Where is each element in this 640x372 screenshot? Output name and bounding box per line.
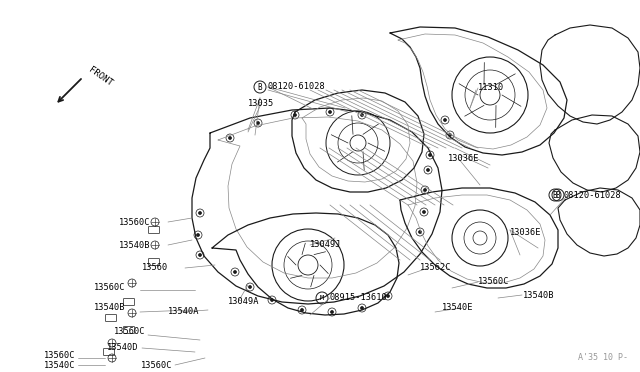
Text: 13560C: 13560C (113, 327, 145, 337)
Text: B: B (258, 83, 262, 92)
Text: 13560C: 13560C (44, 350, 75, 359)
Circle shape (196, 234, 200, 237)
Text: 13560C: 13560C (118, 218, 150, 227)
Text: 13036E: 13036E (510, 228, 541, 237)
Circle shape (271, 298, 273, 301)
Circle shape (330, 311, 333, 314)
Circle shape (444, 119, 447, 122)
Text: 08915-13610: 08915-13610 (330, 294, 388, 302)
Circle shape (426, 169, 429, 171)
Circle shape (424, 189, 426, 192)
Text: 13540A: 13540A (168, 308, 200, 317)
Text: B: B (553, 190, 557, 199)
Text: 13560: 13560 (141, 263, 168, 273)
Circle shape (294, 113, 296, 116)
Circle shape (257, 122, 259, 125)
Circle shape (422, 211, 426, 214)
Text: B: B (556, 190, 560, 199)
FancyBboxPatch shape (148, 259, 159, 266)
Text: 13036E: 13036E (448, 154, 479, 163)
Text: 08120-61028: 08120-61028 (267, 81, 324, 90)
Text: 13540B: 13540B (93, 304, 125, 312)
Text: 13540E: 13540E (442, 304, 474, 312)
Circle shape (449, 134, 451, 137)
Text: 13049A: 13049A (228, 298, 259, 307)
Circle shape (429, 154, 431, 157)
Circle shape (360, 113, 364, 116)
Circle shape (328, 110, 332, 113)
Circle shape (301, 308, 303, 311)
Circle shape (234, 270, 237, 273)
Text: 11310: 11310 (478, 83, 504, 92)
Text: FRONT: FRONT (87, 65, 114, 89)
FancyBboxPatch shape (104, 349, 115, 356)
Text: 13540B: 13540B (523, 291, 554, 299)
FancyBboxPatch shape (106, 314, 116, 321)
Text: 13540D: 13540D (106, 343, 138, 353)
FancyBboxPatch shape (148, 227, 159, 234)
Text: 13540C: 13540C (44, 362, 75, 371)
Circle shape (360, 307, 364, 310)
Text: 13540B: 13540B (118, 241, 150, 250)
Circle shape (419, 231, 422, 234)
Text: A'35 10 P-: A'35 10 P- (578, 353, 628, 362)
Circle shape (198, 253, 202, 257)
Text: 13035: 13035 (248, 99, 275, 108)
Text: 13560C: 13560C (478, 276, 509, 285)
Circle shape (228, 137, 232, 140)
Text: 13560C: 13560C (93, 283, 125, 292)
Text: 08120-61028: 08120-61028 (563, 190, 621, 199)
Text: 13560C: 13560C (141, 360, 172, 369)
Circle shape (248, 285, 252, 289)
Text: 13049J: 13049J (310, 240, 342, 248)
FancyBboxPatch shape (124, 327, 134, 334)
Circle shape (198, 212, 202, 215)
Circle shape (387, 295, 390, 298)
Text: 13562C: 13562C (420, 263, 451, 273)
Text: M: M (320, 295, 324, 301)
FancyBboxPatch shape (124, 298, 134, 305)
